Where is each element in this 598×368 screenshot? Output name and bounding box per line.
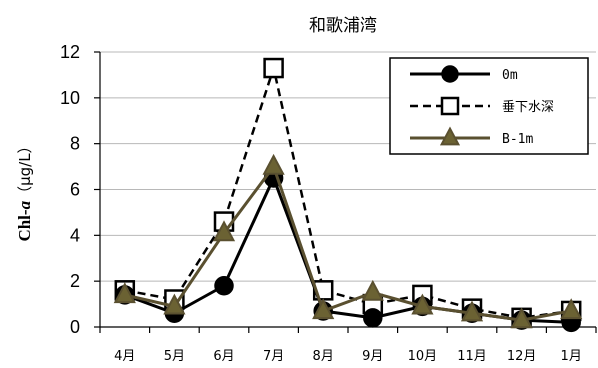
y-tick-label: 6 (70, 180, 80, 200)
grid-lines (100, 51, 596, 282)
data-point-triangle (113, 282, 136, 304)
data-point-square (440, 96, 460, 116)
x-tick-label: 8月 (313, 349, 334, 364)
y-axis-label: Chl-a（μg/L） (15, 138, 34, 241)
series-0 (115, 168, 581, 333)
legend: 0m 垂下水深 B-1m (389, 57, 589, 155)
legend-item: 0m (410, 65, 518, 83)
data-point-triangle (460, 300, 484, 322)
data-point-square (263, 57, 284, 79)
x-tick-label: 4月 (114, 349, 135, 364)
x-tick-label: 5月 (164, 349, 185, 364)
series-line (124, 165, 572, 322)
y-tick-label: 4 (70, 225, 80, 245)
data-point-triangle (262, 153, 285, 175)
y-axis-label-unit: （μg/L） (16, 138, 34, 200)
data-point-circle (363, 308, 383, 328)
data-point-circle (214, 276, 234, 296)
series-group (113, 57, 583, 333)
legend-item: 垂下水深 (410, 96, 554, 116)
x-tick-label: 10月 (408, 349, 438, 364)
data-point-circle (441, 65, 459, 83)
data-point-triangle (560, 298, 583, 320)
x-tick-label: 9月 (362, 349, 383, 364)
series-line (124, 66, 572, 320)
chart-title: 和歌浦湾 (309, 16, 377, 36)
y-axis-label-italic: a (15, 200, 34, 209)
legend-label: 垂下水深 (502, 100, 554, 115)
x-tick-label: 7月 (263, 349, 284, 364)
y-tick-labels: 0 2 4 6 8 10 12 (60, 42, 80, 337)
data-point-triangle (439, 126, 461, 146)
data-point-triangle (510, 307, 533, 329)
series-2 (113, 153, 583, 329)
y-tick-label: 8 (70, 134, 80, 154)
x-tick-label: 6月 (213, 349, 234, 364)
x-tick-label: 11月 (457, 349, 487, 364)
legend-item: B-1m (410, 126, 533, 147)
legend-label: 0m (502, 68, 518, 83)
data-point-triangle (411, 293, 434, 315)
y-tick-label: 10 (60, 88, 80, 108)
data-point-triangle (163, 293, 186, 315)
data-point-triangle (212, 220, 236, 242)
data-point-triangle (312, 298, 335, 320)
y-tick-label: 0 (70, 317, 80, 337)
y-axis-label-prefix: Chl- (15, 209, 34, 241)
x-tick-labels: 4月 5月 6月 7月 8月 9月 10月 11月 12月 1月 (114, 349, 582, 364)
y-tick-label: 12 (60, 42, 80, 62)
x-tick-label: 1月 (561, 349, 582, 364)
legend-label: B-1m (502, 132, 533, 147)
y-tick-label: 2 (70, 271, 80, 291)
data-point-triangle (361, 279, 384, 301)
x-tick-label: 12月 (507, 349, 537, 364)
